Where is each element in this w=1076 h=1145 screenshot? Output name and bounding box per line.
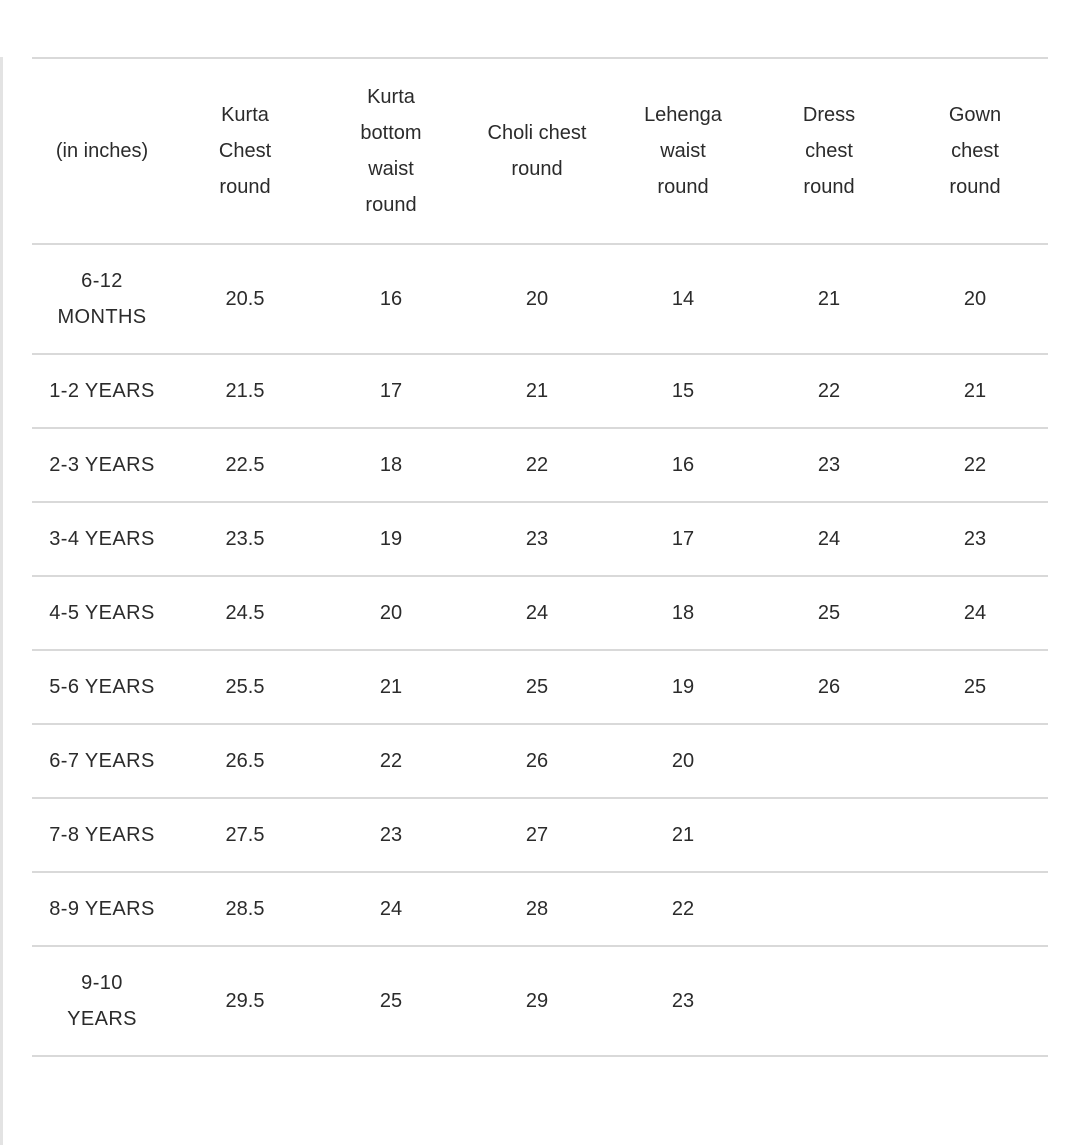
table-row: 6-7 YEARS 26.5 22 26 20 [32,724,1048,798]
table-row: 3-4 YEARS 23.5 19 23 17 24 23 [32,502,1048,576]
table-row: 9-10 YEARS 29.5 25 29 23 [32,946,1048,1056]
value-cell: 27 [525,824,549,846]
value-cell [756,798,902,872]
table-row: 1-2 YEARS 21.5 17 21 15 22 21 [32,354,1048,428]
age-label: 6-12 MONTHS [57,270,147,328]
age-label: 6-7 YEARS [49,750,155,772]
value-cell [902,946,1048,1056]
value-cell: 25 [525,676,549,698]
size-table-body: 6-12 MONTHS 20.5 16 20 14 21 20 1-2 YEARS 21.5 17… [32,244,1048,1056]
value-cell: 23 [525,528,549,550]
age-label: 3-4 YEARS [49,528,155,550]
value-cell: 25 [963,676,987,698]
value-cell: 25 [379,990,403,1012]
value-cell: 16 [671,454,695,476]
value-cell: 23.5 [225,528,265,550]
value-cell: 17 [671,528,695,550]
age-label: 9-10 YEARS [67,972,137,1030]
value-cell: 18 [671,602,695,624]
value-cell: 23 [963,528,987,550]
value-cell: 23 [671,990,695,1012]
column-header-lehenga-waist: Lehenga waist round [644,104,722,198]
column-header-kurta-bottom: Kurta bottom waist round [360,86,422,216]
value-cell: 28 [525,898,549,920]
value-cell: 19 [671,676,695,698]
value-cell: 25.5 [225,676,265,698]
value-cell: 28.5 [225,898,265,920]
value-cell: 23 [379,824,403,846]
value-cell: 29 [525,990,549,1012]
value-cell: 20 [379,602,403,624]
value-cell: 21 [525,380,549,402]
value-cell: 21 [671,824,695,846]
value-cell: 15 [671,380,695,402]
age-label: 5-6 YEARS [49,676,155,698]
age-label: 4-5 YEARS [49,602,155,624]
header-row: (in inches) Kurta Chest round Kurta bott… [32,58,1048,244]
column-header-choli-chest: Choli chest round [487,122,587,180]
value-cell: 24 [817,528,841,550]
age-label: 1-2 YEARS [49,380,155,402]
value-cell: 20 [671,750,695,772]
size-chart-section: (in inches) Kurta Chest round Kurta bott… [32,57,1048,1057]
table-row: 6-12 MONTHS 20.5 16 20 14 21 20 [32,244,1048,354]
value-cell: 24 [963,602,987,624]
column-header-kurta-chest: Kurta Chest round [218,104,272,198]
value-cell: 22 [963,454,987,476]
value-cell: 29.5 [225,990,265,1012]
value-cell: 22 [817,380,841,402]
value-cell [756,946,902,1056]
table-row: 8-9 YEARS 28.5 24 28 22 [32,872,1048,946]
value-cell: 24 [379,898,403,920]
value-cell [756,724,902,798]
age-label: 7-8 YEARS [49,824,155,846]
table-row: 4-5 YEARS 24.5 20 24 18 25 24 [32,576,1048,650]
value-cell: 19 [379,528,403,550]
value-cell: 20 [963,288,987,310]
value-cell: 21 [379,676,403,698]
value-cell [756,872,902,946]
value-cell: 16 [379,288,403,310]
value-cell: 17 [379,380,403,402]
size-chart-table: (in inches) Kurta Chest round Kurta bott… [32,57,1048,1057]
value-cell: 22 [379,750,403,772]
value-cell: 21.5 [225,380,265,402]
unit-header: (in inches) [55,140,149,162]
column-header-dress-chest: Dress chest round [802,104,856,198]
age-label: 8-9 YEARS [49,898,155,920]
value-cell: 18 [379,454,403,476]
value-cell: 14 [671,288,695,310]
value-cell: 24.5 [225,602,265,624]
column-header-gown-chest: Gown chest round [948,104,1002,198]
value-cell: 21 [963,380,987,402]
value-cell [902,872,1048,946]
value-cell: 26 [525,750,549,772]
value-cell: 24 [525,602,549,624]
value-cell: 26.5 [225,750,265,772]
value-cell: 21 [817,288,841,310]
value-cell: 26 [817,676,841,698]
value-cell: 25 [817,602,841,624]
value-cell: 20 [525,288,549,310]
value-cell: 22 [671,898,695,920]
value-cell: 27.5 [225,824,265,846]
value-cell: 20.5 [225,288,265,310]
age-label: 2-3 YEARS [49,454,155,476]
table-row: 5-6 YEARS 25.5 21 25 19 26 25 [32,650,1048,724]
value-cell: 22 [525,454,549,476]
value-cell: 23 [817,454,841,476]
value-cell: 22.5 [225,454,265,476]
table-row: 7-8 YEARS 27.5 23 27 21 [32,798,1048,872]
value-cell [902,724,1048,798]
table-row: 2-3 YEARS 22.5 18 22 16 23 22 [32,428,1048,502]
value-cell [902,798,1048,872]
